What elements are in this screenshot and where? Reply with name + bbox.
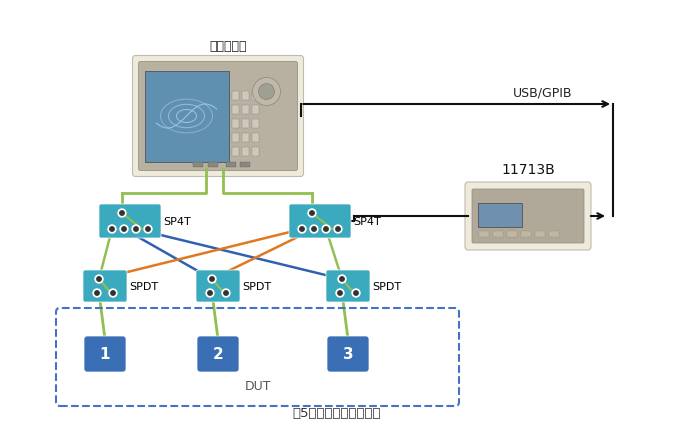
FancyBboxPatch shape bbox=[478, 204, 522, 227]
FancyBboxPatch shape bbox=[326, 270, 370, 302]
Circle shape bbox=[324, 227, 328, 232]
Circle shape bbox=[352, 289, 360, 297]
Circle shape bbox=[206, 289, 214, 297]
Circle shape bbox=[109, 289, 117, 297]
Circle shape bbox=[120, 226, 128, 233]
Circle shape bbox=[95, 291, 99, 296]
Circle shape bbox=[252, 78, 281, 106]
Bar bbox=[226, 162, 236, 167]
Circle shape bbox=[308, 210, 316, 217]
Bar bbox=[240, 162, 250, 167]
Bar bbox=[232, 119, 238, 128]
FancyBboxPatch shape bbox=[465, 183, 591, 250]
Circle shape bbox=[110, 227, 114, 232]
Bar bbox=[252, 119, 259, 128]
Circle shape bbox=[144, 226, 152, 233]
Circle shape bbox=[208, 275, 216, 283]
Text: 3: 3 bbox=[343, 347, 353, 362]
Bar bbox=[242, 147, 248, 156]
Circle shape bbox=[95, 275, 103, 283]
Circle shape bbox=[310, 226, 318, 233]
Bar bbox=[242, 133, 248, 142]
Circle shape bbox=[132, 226, 140, 233]
FancyBboxPatch shape bbox=[197, 336, 239, 372]
Circle shape bbox=[134, 227, 138, 232]
FancyBboxPatch shape bbox=[289, 204, 351, 238]
Circle shape bbox=[224, 291, 228, 296]
Bar bbox=[242, 105, 248, 114]
Text: 1: 1 bbox=[100, 347, 110, 362]
FancyBboxPatch shape bbox=[132, 56, 304, 177]
Circle shape bbox=[336, 289, 344, 297]
Circle shape bbox=[298, 226, 306, 233]
Bar bbox=[521, 231, 531, 237]
Circle shape bbox=[97, 277, 101, 282]
Bar bbox=[252, 133, 259, 142]
Text: SPDT: SPDT bbox=[129, 281, 158, 291]
Bar bbox=[232, 105, 238, 114]
Bar bbox=[479, 231, 489, 237]
FancyBboxPatch shape bbox=[196, 270, 240, 302]
Bar bbox=[252, 91, 259, 100]
Circle shape bbox=[335, 227, 340, 232]
Bar bbox=[493, 231, 503, 237]
Circle shape bbox=[310, 211, 314, 216]
Circle shape bbox=[354, 291, 358, 296]
FancyBboxPatch shape bbox=[472, 190, 584, 243]
Bar bbox=[252, 105, 259, 114]
Bar bbox=[535, 231, 545, 237]
Circle shape bbox=[146, 227, 151, 232]
Bar bbox=[232, 133, 238, 142]
Text: SPDT: SPDT bbox=[242, 281, 271, 291]
Circle shape bbox=[338, 275, 346, 283]
Circle shape bbox=[222, 289, 230, 297]
Circle shape bbox=[111, 291, 115, 296]
Text: 2: 2 bbox=[213, 347, 223, 362]
Text: DUT: DUT bbox=[244, 379, 271, 392]
Bar bbox=[242, 91, 248, 100]
Circle shape bbox=[108, 226, 116, 233]
Bar bbox=[232, 147, 238, 156]
Circle shape bbox=[340, 277, 344, 282]
FancyBboxPatch shape bbox=[99, 204, 161, 238]
Text: 网络分析仪: 网络分析仪 bbox=[209, 39, 247, 53]
Circle shape bbox=[300, 227, 304, 232]
Text: 图5：自动测试系统框图: 图5：自动测试系统框图 bbox=[293, 406, 381, 419]
Text: SPDT: SPDT bbox=[372, 281, 401, 291]
Circle shape bbox=[119, 211, 124, 216]
Circle shape bbox=[312, 227, 316, 232]
Circle shape bbox=[122, 227, 126, 232]
Bar bbox=[232, 91, 238, 100]
Text: USB/GPIB: USB/GPIB bbox=[513, 86, 572, 99]
Bar bbox=[242, 119, 248, 128]
FancyBboxPatch shape bbox=[84, 336, 126, 372]
Circle shape bbox=[208, 291, 212, 296]
Circle shape bbox=[334, 226, 342, 233]
Bar bbox=[507, 231, 517, 237]
Circle shape bbox=[338, 291, 342, 296]
Text: 11713B: 11713B bbox=[501, 163, 555, 177]
Bar bbox=[252, 147, 259, 156]
FancyBboxPatch shape bbox=[327, 336, 369, 372]
FancyBboxPatch shape bbox=[138, 62, 298, 171]
Text: SP4T: SP4T bbox=[353, 217, 381, 227]
FancyBboxPatch shape bbox=[83, 270, 127, 302]
Bar bbox=[208, 162, 218, 167]
Circle shape bbox=[118, 210, 126, 217]
Bar bbox=[549, 231, 559, 237]
Circle shape bbox=[93, 289, 101, 297]
Circle shape bbox=[322, 226, 330, 233]
Circle shape bbox=[210, 277, 214, 282]
FancyBboxPatch shape bbox=[144, 71, 229, 162]
Bar bbox=[193, 162, 203, 167]
Text: SP4T: SP4T bbox=[163, 217, 191, 227]
Circle shape bbox=[259, 84, 275, 100]
